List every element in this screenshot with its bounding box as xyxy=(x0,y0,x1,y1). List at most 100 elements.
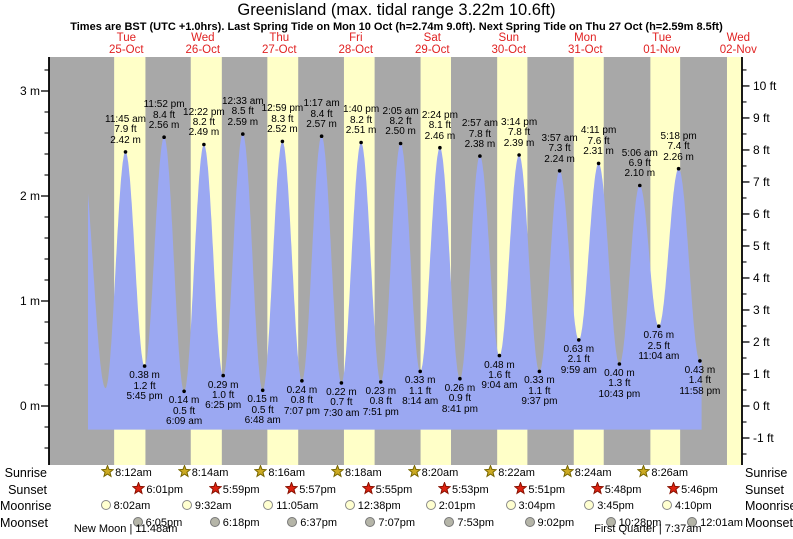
tide-label-line: 7.6 ft xyxy=(587,135,610,147)
tide-label-line: 11:45 am xyxy=(105,113,146,125)
day-label-date: 27-Oct xyxy=(262,43,297,56)
day-label: Wed 02-Nov xyxy=(720,32,757,56)
sunrise-entry: 8:26am xyxy=(636,464,688,481)
day-label: Tue 25-Oct xyxy=(109,32,144,56)
tide-label-line: 2.57 m xyxy=(306,118,337,130)
tide-label-line: 0.40 m xyxy=(604,368,635,379)
tide-low-label: 0.33 m 1.1 ft 9:37 pm xyxy=(521,375,557,407)
moonset-time: 10:28pm xyxy=(618,516,662,529)
day-label: Sat 29-Oct xyxy=(415,32,450,56)
tide-label-line: 8:41 pm xyxy=(441,403,478,415)
tide-label-line: 1.1 ft xyxy=(409,385,432,397)
tide-label-line: 2.24 m xyxy=(544,153,575,165)
moonset-icon xyxy=(524,516,535,527)
tide-low-label: 0.48 m 1.6 ft 9:04 am xyxy=(481,360,517,392)
moonset-entry: 6:05pm xyxy=(132,515,182,531)
sunset-star-icon xyxy=(513,480,528,495)
tide-label-line: 0.63 m xyxy=(563,343,595,355)
sunrise-star-icon xyxy=(407,464,422,478)
tide-label-line: 8.5 ft xyxy=(231,106,254,118)
tide-label-line: 0.22 m xyxy=(326,386,357,398)
tide-label-line: 1.2 ft xyxy=(133,380,156,392)
tide-label-line: 0.8 ft xyxy=(369,396,392,408)
tide-label-line: 8.3 ft xyxy=(271,113,294,125)
sunset-entry: 5:48pm xyxy=(590,480,641,498)
moonrise-time: 12:38pm xyxy=(357,500,401,512)
sunset-time: 5:55pm xyxy=(375,483,413,496)
sunset-entry: 5:53pm xyxy=(437,480,489,498)
tide-label-line: 0.14 m xyxy=(168,395,200,407)
right-axis-tick-label: 5 ft xyxy=(753,238,770,253)
tide-low-label: 0.33 m 1.1 ft 8:14 am xyxy=(402,375,438,407)
day-label: Mon 31-Oct xyxy=(568,32,603,56)
tide-point-dot xyxy=(418,369,423,374)
tide-high-label: 2:05 am 8.2 ft 2.50 m xyxy=(383,106,419,138)
moonrise-icon xyxy=(425,500,436,510)
day-label: Sun 30-Oct xyxy=(492,32,527,56)
tide-label-line: 0.38 m xyxy=(129,370,160,382)
tide-high-label: 3:57 am 7.3 ft 2.24 m xyxy=(542,133,578,165)
right-axis-tick-label: 1 ft xyxy=(753,366,770,381)
tide-label-line: 2.49 m xyxy=(188,127,220,139)
tide-point-dot xyxy=(123,150,128,154)
right-axis-tick-label: 9 ft xyxy=(753,110,770,125)
tide-label-line: 6:09 am xyxy=(166,416,203,428)
almanac-row-label-right: Moonrise xyxy=(745,499,793,513)
moon-phase-caption: New Moon | 11:48am xyxy=(73,523,178,535)
right-axis-tick-label: 4 ft xyxy=(753,270,770,285)
moonrise-entry: 12:38pm xyxy=(344,498,401,514)
sunset-star-icon xyxy=(208,480,223,495)
tide-label-line: 0.9 ft xyxy=(448,393,472,405)
left-axis-tick-label: 2 m xyxy=(19,189,40,203)
tide-point-dot xyxy=(596,161,601,166)
moonrise-icon xyxy=(584,500,595,510)
tide-point-dot xyxy=(478,154,482,158)
sunrise-star-icon xyxy=(253,464,268,478)
day-label-dow: Sat xyxy=(423,32,441,44)
tide-point-dot xyxy=(359,140,363,145)
sunrise-entry: 8:14am xyxy=(177,464,228,481)
moonset-entry: 6:37pm xyxy=(287,515,337,531)
day-label-dow: Sun xyxy=(498,32,520,44)
tide-label-line: 5:45 pm xyxy=(126,390,163,402)
tide-label-line: 8.2 ft xyxy=(349,114,373,126)
day-label-dow: Wed xyxy=(191,32,215,44)
tide-point-dot xyxy=(676,166,681,171)
tide-label-line: 1.6 ft xyxy=(488,370,511,381)
sunrise-entry: 8:20am xyxy=(407,464,459,481)
moonrise-icon xyxy=(662,500,672,510)
right-axis-tick-label: 6 ft xyxy=(753,206,770,221)
moonrise-entry: 3:45pm xyxy=(584,498,634,514)
sunrise-entry: 8:24am xyxy=(560,464,612,481)
sunset-time: 5:57pm xyxy=(299,483,336,496)
right-axis-tick-label: 2 ft xyxy=(753,334,770,349)
day-label-date: 31-Oct xyxy=(568,43,603,56)
moonset-entry: 10:28pm xyxy=(605,515,662,531)
tide-point-dot xyxy=(319,134,324,138)
tide-high-label: 5:18 pm 7.4 ft 2.26 m xyxy=(661,131,697,163)
moonrise-time: 2:01pm xyxy=(438,500,476,512)
tide-label-line: 2.5 ft xyxy=(647,340,670,352)
day-label-dow: Mon xyxy=(574,32,597,44)
tide-label-line: 2.10 m xyxy=(624,168,656,180)
tide-point-dot xyxy=(638,183,642,188)
tide-point-dot xyxy=(657,324,661,329)
moonrise-icon xyxy=(263,500,274,510)
tide-label-line: 7.8 ft xyxy=(507,127,531,139)
sunset-entry: 6:01pm xyxy=(131,480,183,498)
tide-high-label: 4:11 pm 7.6 ft 2.31 m xyxy=(581,126,616,158)
tide-label-line: 7:07 pm xyxy=(283,405,320,417)
sunset-entry: 5:57pm xyxy=(284,480,336,498)
moonrise-time: 11:05am xyxy=(276,500,319,512)
tide-label-line: 0.33 m xyxy=(524,375,555,387)
tide-label-line: 7:30 am xyxy=(323,407,360,419)
tide-label-line: 0.76 m xyxy=(643,330,675,342)
right-axis-tick-label: 0 ft xyxy=(753,399,770,413)
sunrise-star-icon xyxy=(100,464,115,478)
sunset-star-icon xyxy=(590,480,605,495)
sunset-star-icon xyxy=(666,480,681,495)
sunset-star-icon xyxy=(284,480,299,495)
tide-label-line: 8.1 ft xyxy=(428,120,452,132)
sunrise-time: 8:20am xyxy=(421,467,459,479)
tide-high-label: 12:33 am 8.5 ft 2.59 m xyxy=(222,96,264,128)
